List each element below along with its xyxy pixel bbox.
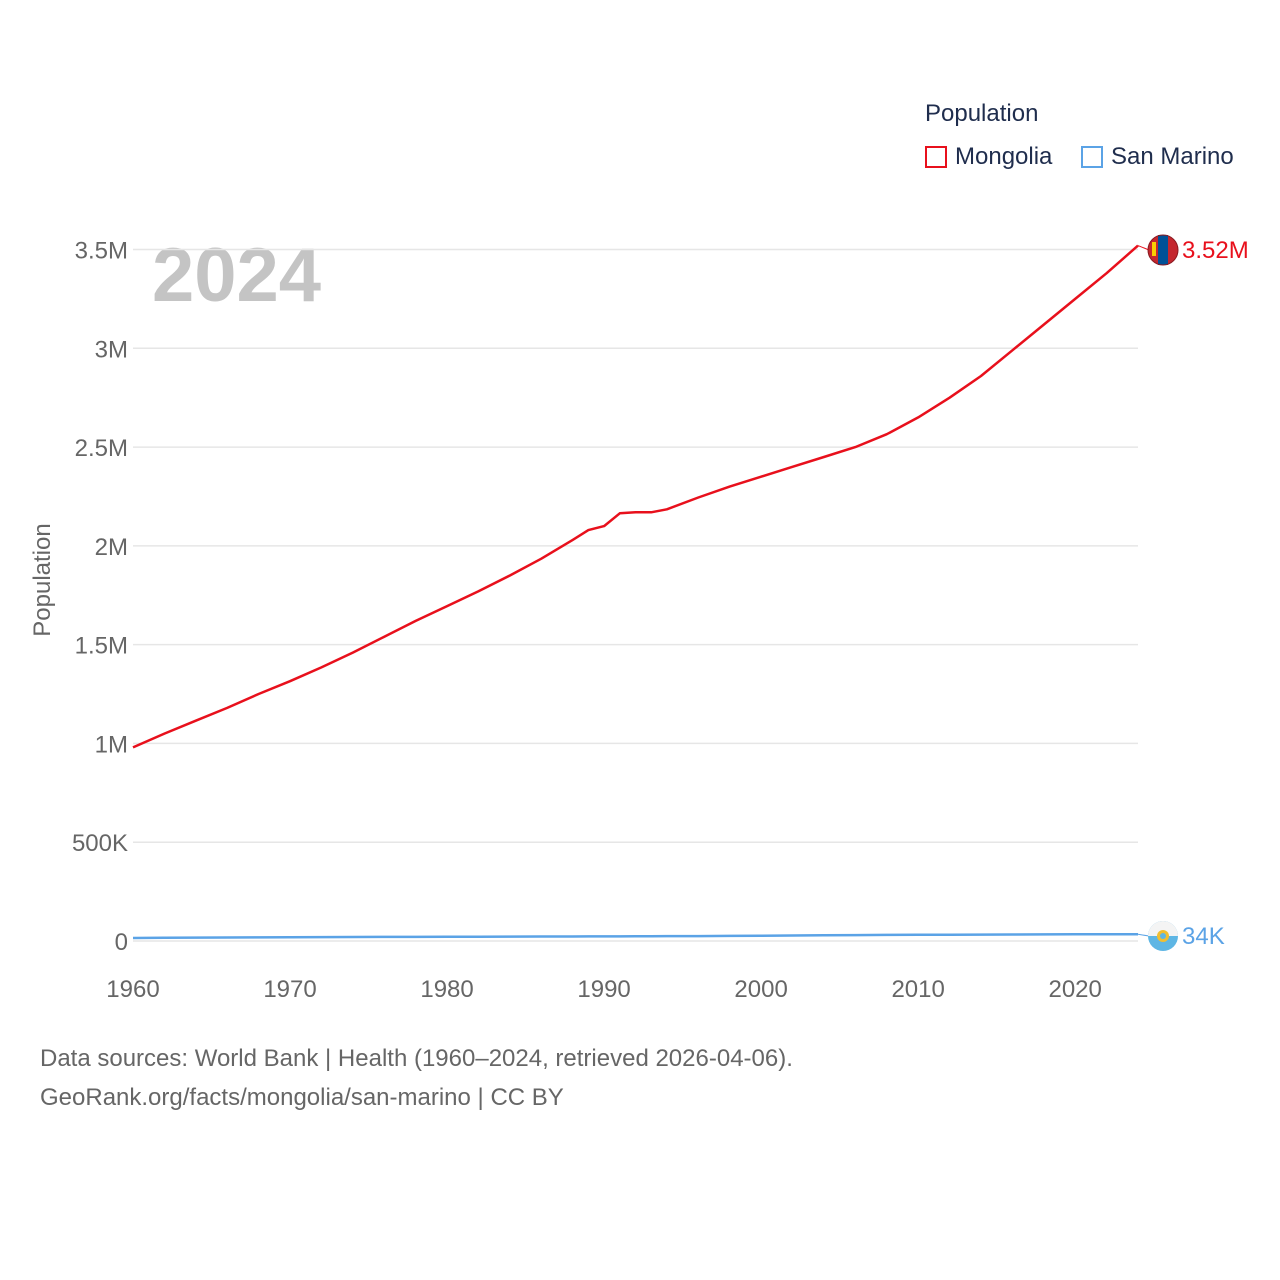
y-tick-label: 500K xyxy=(72,830,128,857)
legend-item-mongolia[interactable]: Mongolia xyxy=(925,143,1052,171)
source-text: Data sources: World Bank | Health (1960–… xyxy=(40,1045,793,1072)
series-line-mongolia[interactable] xyxy=(132,244,1139,749)
url-text[interactable]: GeoRank.org/facts/mongolia/san-marino | … xyxy=(40,1084,564,1111)
x-tick-label: 2010 xyxy=(891,976,944,1003)
y-axis-ticks: 0 500K 1M 1.5M 2M 2.5M 3M 3.5M xyxy=(72,238,128,956)
y-axis-label: Population xyxy=(29,523,56,636)
series-line-san-marino[interactable] xyxy=(132,933,1138,940)
legend-label-mongolia: Mongolia xyxy=(955,143,1053,170)
legend-swatch-mongolia xyxy=(925,146,947,168)
y-tick-label: 1.5M xyxy=(75,633,128,660)
x-tick-label: 1970 xyxy=(263,976,316,1003)
end-markers: 3.52M 34K xyxy=(1137,234,1249,951)
end-connector xyxy=(1137,245,1150,251)
x-tick-label: 1990 xyxy=(577,976,630,1003)
legend-item-san-marino[interactable]: San Marino xyxy=(1081,143,1234,171)
legend-title: Population xyxy=(925,100,1039,127)
y-tick-label: 0 xyxy=(115,929,128,956)
legend-label-san-marino: San Marino xyxy=(1111,143,1234,170)
y-tick-label: 3M xyxy=(95,336,128,363)
y-tick-label: 3.5M xyxy=(75,238,128,265)
x-tick-label: 2020 xyxy=(1048,976,1101,1003)
x-tick-label: 1980 xyxy=(420,976,473,1003)
x-tick-label: 1960 xyxy=(106,976,159,1003)
mongolia-flag-icon xyxy=(1147,234,1179,266)
year-watermark: 2024 xyxy=(152,233,322,318)
san-marino-flag-icon xyxy=(1148,921,1178,951)
end-value-label: 3.52M xyxy=(1182,237,1249,264)
grid-lines xyxy=(133,248,1138,942)
y-tick-label: 2.5M xyxy=(75,435,128,462)
end-connector xyxy=(1137,933,1150,937)
end-value-label: 34K xyxy=(1182,923,1225,950)
y-tick-label: 1M xyxy=(95,731,128,758)
y-tick-label: 2M xyxy=(95,534,128,561)
series-lines xyxy=(132,244,1139,940)
x-tick-label: 2000 xyxy=(734,976,787,1003)
x-axis-ticks: 1960 1970 1980 1990 2000 2010 2020 xyxy=(106,976,1102,1003)
legend-swatch-san-marino xyxy=(1081,146,1103,168)
